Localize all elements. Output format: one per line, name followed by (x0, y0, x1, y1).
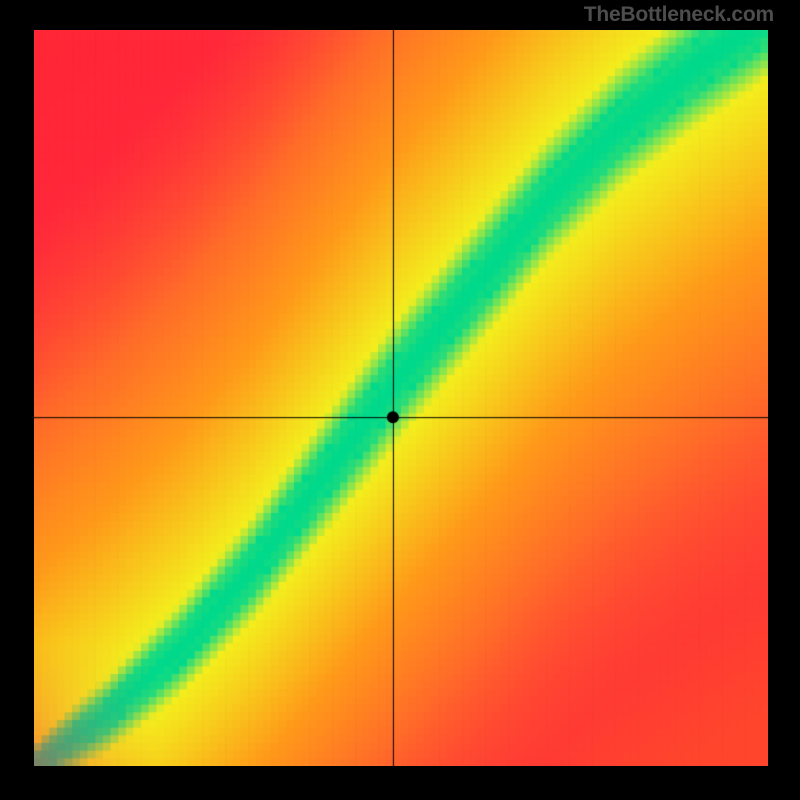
watermark-text: TheBottleneck.com (584, 3, 774, 27)
bottleneck-heatmap (34, 30, 768, 766)
chart-frame: TheBottleneck.com (0, 0, 800, 800)
